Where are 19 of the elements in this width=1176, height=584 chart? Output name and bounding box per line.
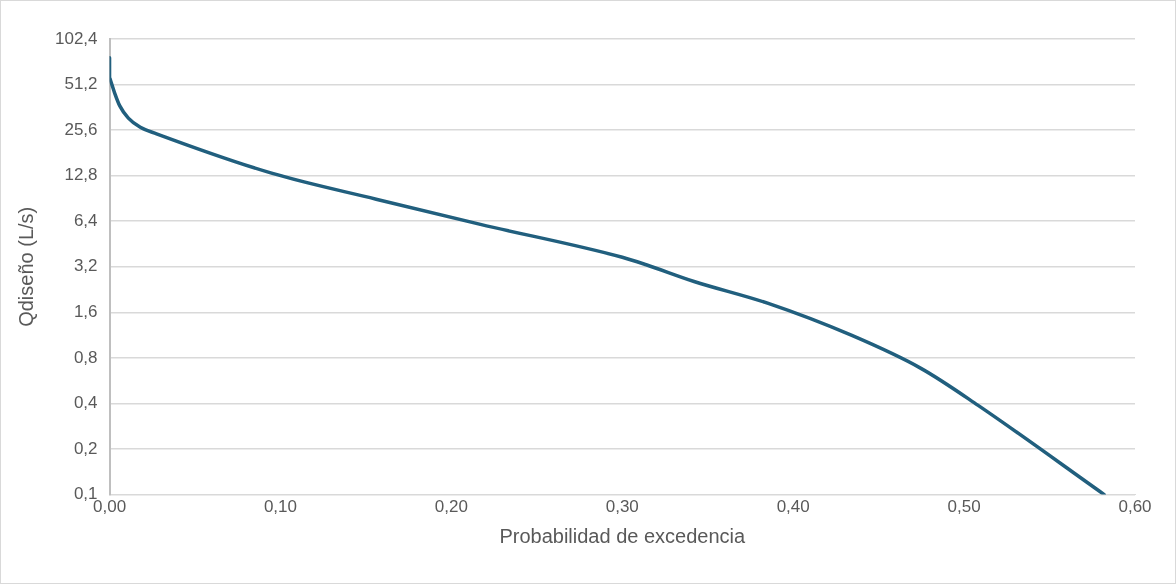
y-tick-label: 0,4 [73, 393, 98, 413]
x-tick-label: 0,50 [947, 497, 981, 517]
y-tick-label: 0,2 [73, 438, 98, 458]
y-tick-label: 1,6 [73, 302, 98, 322]
y-tick-label: 12,8 [64, 165, 98, 185]
x-tick-label: 0,40 [776, 497, 810, 517]
y-axis-title: Qdiseño (L/s) [14, 206, 37, 327]
x-tick-label: 0,60 [1118, 497, 1152, 517]
line-series [109, 55, 1106, 495]
x-tick-label: 0,20 [434, 497, 468, 517]
x-axis-title: Probabilidad de excedencia [499, 524, 747, 547]
x-tick-label: 0,10 [263, 497, 297, 517]
y-tick-label: 102,4 [54, 28, 98, 48]
y-tick-label: 3,2 [73, 256, 98, 276]
y-tick-label: 51,2 [64, 74, 98, 94]
x-tick-label: 0,30 [605, 497, 639, 517]
y-tick-label: 25,6 [64, 119, 98, 139]
y-tick-label: 0,8 [73, 347, 98, 367]
y-tick-label: 6,4 [73, 210, 98, 230]
